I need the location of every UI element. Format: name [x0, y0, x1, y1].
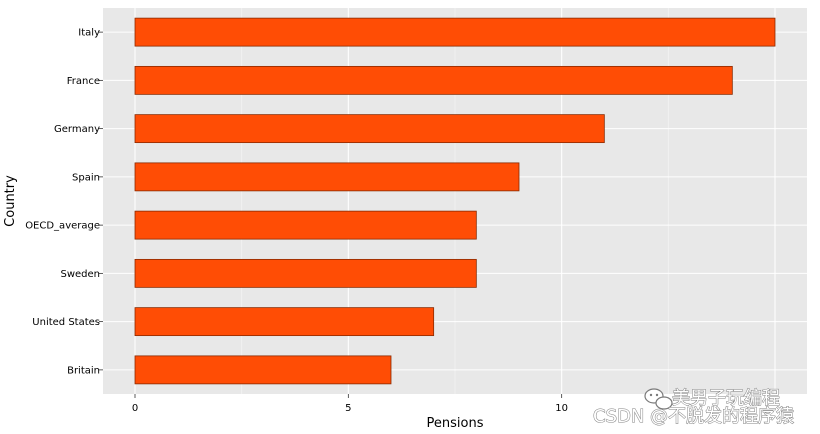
watermark-line-1: 美男子玩编程: [672, 388, 780, 409]
wechat-icon: [644, 388, 673, 410]
watermark-line-2: CSDN @不脱发的程序猿: [593, 406, 794, 427]
x-tick-label: 10: [555, 403, 568, 414]
x-axis-ticks: 0 5 10: [132, 394, 568, 414]
bar-oecd-average: [134, 210, 477, 240]
y-tick-label: France: [67, 76, 100, 87]
y-axis-ticks: Italy France Germany Spain OECD_average Swede…: [25, 28, 103, 376]
watermark: 美男子玩编程 CSDN @不脱发的程序猿: [593, 388, 795, 428]
y-tick-label: United States: [32, 317, 100, 328]
y-tick-label: OECD_average: [25, 221, 100, 232]
bar-sweden: [134, 258, 477, 288]
x-axis-title: Pensions: [427, 416, 484, 431]
y-tick-label: Italy: [78, 28, 100, 39]
y-tick-label: Britain: [67, 365, 100, 376]
y-tick-label: Germany: [54, 124, 100, 135]
y-tick-label: Sweden: [60, 269, 100, 280]
bar-germany: [134, 114, 605, 144]
bars: [134, 17, 776, 385]
bar-italy: [134, 17, 776, 47]
x-tick-label: 0: [132, 403, 138, 414]
bar-britain: [134, 355, 392, 385]
y-tick-label: Spain: [72, 172, 100, 183]
bar-france: [134, 65, 733, 95]
bar-united-states: [134, 307, 435, 337]
x-tick-label: 5: [345, 403, 351, 414]
bar-spain: [134, 162, 520, 192]
y-axis-title: Country: [3, 175, 18, 227]
